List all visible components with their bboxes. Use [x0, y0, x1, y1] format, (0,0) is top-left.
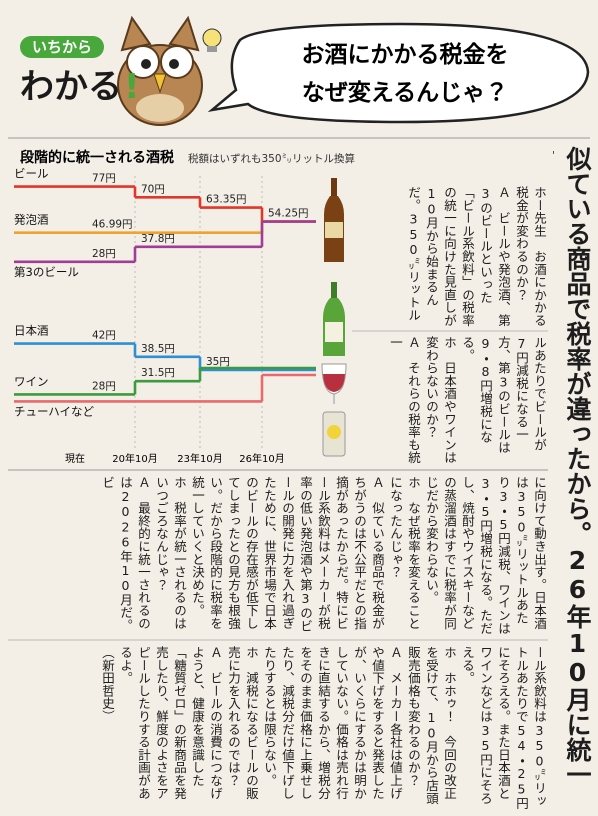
value-label: 70円 — [141, 183, 165, 195]
logo-top: いちから — [32, 38, 92, 56]
chart-subtitle: 税額はいずれも350㍉リットル換算 — [188, 152, 355, 165]
article-row: ール系飲料は350㍉リットルあたりで54・25円にそろえる。また日本酒とワインな… — [8, 646, 548, 810]
paragraph: ホ ホホゥ！ 今回の改正を受けて、10月から店頭販売価格も変わるのか？ — [406, 646, 457, 805]
value-label: 46.99円 — [92, 219, 133, 231]
paragraph: ホー先生 お酒にかかる税金が変わるのか？ — [514, 186, 547, 327]
x-tick-label: 23年10月 — [177, 452, 222, 465]
paragraph: ホ 日本酒やワインは変わらないのか？ — [424, 336, 457, 464]
logo-mark: ! — [124, 67, 140, 107]
paragraph: ホ なぜ税率を変えることになったんじゃ？ — [388, 476, 421, 630]
owl-mascot — [117, 15, 203, 126]
series-label: 発泡酒 — [14, 213, 49, 227]
value-label: 28円 — [92, 380, 116, 392]
paragraph: （新田哲史） — [100, 646, 115, 723]
paragraph: に向けて動き出す。日本酒は350㍉リットルあたり3・5円減税、ワインは3・5円増… — [424, 476, 547, 635]
light-bulb — [202, 28, 222, 52]
chart-title: 段階的に統一される酒税 — [20, 149, 174, 166]
value-label: 42円 — [92, 330, 116, 342]
paragraph: ール系飲料は350㍉リットルあたりで54・25円にそろえる。また日本酒とワインな… — [460, 646, 547, 810]
logo-main: わかる — [20, 67, 122, 107]
wine-glass — [321, 363, 347, 404]
series-label: 日本酒 — [14, 324, 49, 338]
value-label: 63.35円 — [206, 194, 247, 206]
series-label: ワイン — [14, 374, 49, 388]
article-row: に向けて動き出す。日本酒は350㍉リットルあたり3・5円減税、ワインは3・5円増… — [8, 476, 548, 636]
speech-bubble — [207, 22, 590, 124]
x-tick-label: 20年10月 — [112, 452, 157, 465]
series-label: チューハイなど — [14, 404, 95, 418]
value-label: 28円 — [92, 248, 116, 260]
paragraph: Ａ それらの税率も統一 — [388, 336, 421, 464]
value-label: 77円 — [92, 173, 116, 185]
paragraph: Ａ 似ている商品で税金がちがうのは不公平だとの指摘があったからだ。特にビール系飲… — [190, 476, 385, 633]
article-row: ホー先生 お酒にかかる税金が変わるのか？ Ａ ビールや発泡酒、第3のビールといった… — [352, 186, 548, 328]
paragraph: Ａ 最終的に統一されるのは2026年10月だ。ビ — [100, 476, 151, 632]
paragraph: Ａ ビールの消費につなげようと、健康を意識した「糖質ゼロ」の新商品を発売したり、… — [118, 646, 223, 800]
value-label: 31.5円 — [141, 367, 175, 379]
beer-bottle — [324, 178, 344, 262]
series-label: 第3のビール — [14, 265, 79, 279]
paragraph: Ａ ビールや発泡酒、第3のビールといった「ビール系飲料」の税率の統一に向けた見直… — [406, 186, 511, 327]
value-label: 37.8円 — [141, 233, 175, 245]
logo-badge — [20, 36, 104, 58]
value-label: 35円 — [206, 356, 230, 368]
value-label: 38.5円 — [141, 343, 175, 355]
paragraph: ホ 減税になるビールの販売に力を入れるのでは？ — [226, 646, 259, 800]
question-line: お酒にかかる税金を — [302, 41, 509, 68]
headline: 似ている商品で税率が違ったから。26年10月に統一するよ — [553, 146, 592, 787]
article-row: ルあたりでビールが7円減税になる一方、第3のビールは9・8円増税になる。ホ 日本… — [352, 336, 548, 466]
paragraph: ホ 税率が統一されるのはいつごろなんじゃ？ — [154, 476, 187, 630]
question-line: なぜ変えるんじゃ？ — [302, 80, 508, 106]
paragraph: ルあたりでビールが7円減税になる一方、第3のビールは9・8円増税になる。 — [460, 336, 547, 454]
paragraph: Ａ メーカー各社は値上げや値下げをすると発表したが、いくらにするかは明かしていな… — [262, 646, 403, 800]
x-tick-label: 26年10月 — [239, 452, 284, 465]
series-label: ビール — [14, 167, 49, 181]
sake-bottle — [323, 282, 345, 356]
chuhai-can — [322, 411, 346, 457]
x-tick-label: 現在 — [65, 453, 85, 465]
value-label: 54.25円 — [268, 208, 309, 220]
